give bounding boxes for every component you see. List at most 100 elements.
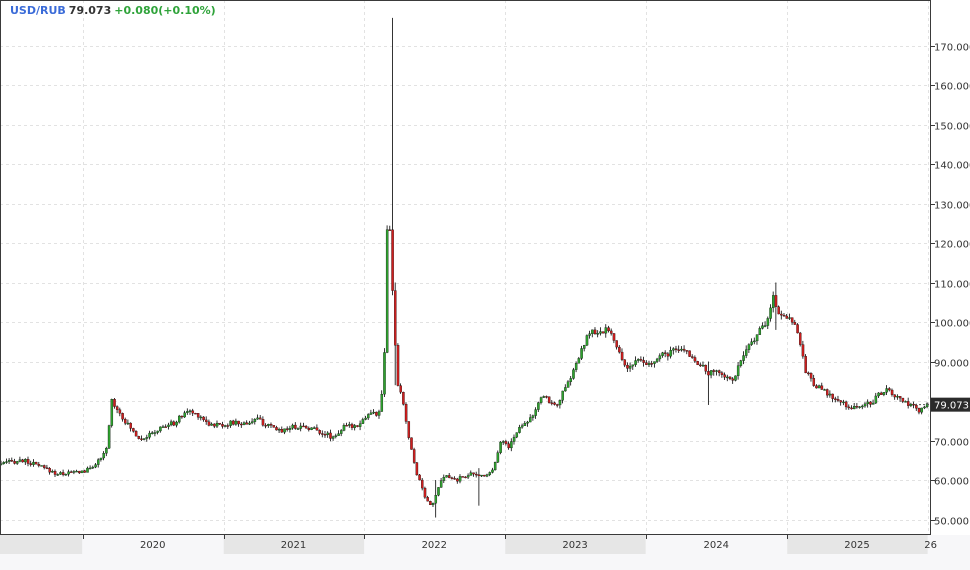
candle-body [599, 331, 602, 334]
candle [809, 372, 813, 382]
candle-body [5, 461, 8, 463]
candle-body [834, 398, 837, 400]
candle-body [507, 443, 510, 449]
candle [124, 417, 127, 426]
candle-body [215, 422, 219, 427]
candle-body [596, 333, 600, 335]
candle [340, 429, 343, 437]
candle [823, 388, 826, 391]
candle-body [205, 419, 208, 422]
candle [385, 225, 389, 354]
candle [888, 387, 891, 392]
candle [126, 419, 130, 425]
candle-body [334, 435, 338, 437]
candle-body [747, 344, 751, 350]
candle-body [261, 419, 265, 426]
candle-body [736, 365, 740, 377]
candle [777, 305, 780, 315]
candle-body [493, 462, 497, 471]
candle-body [718, 370, 721, 373]
candle-body [313, 427, 316, 429]
candle-body [709, 370, 713, 376]
candle-body [161, 426, 165, 428]
candle [607, 325, 610, 333]
candle-body [745, 349, 748, 356]
candle [159, 426, 162, 433]
candle-body [863, 403, 867, 407]
candle-body [615, 340, 618, 348]
candle [658, 353, 662, 362]
candle [383, 348, 386, 397]
candle-body [674, 348, 678, 350]
candle [426, 495, 429, 502]
candle-body [871, 402, 875, 405]
candle-body [688, 350, 691, 357]
candle [542, 395, 546, 398]
candle-body [364, 417, 367, 420]
candle-body [890, 389, 894, 395]
candle [261, 416, 265, 427]
candle-body [64, 474, 68, 476]
candle [601, 331, 605, 334]
y-tick-label: 130.000 [934, 201, 970, 212]
candle [739, 359, 743, 368]
candle [599, 327, 602, 336]
candle [45, 464, 49, 470]
candle-body [375, 411, 378, 416]
candle [269, 422, 273, 428]
candle-body [259, 417, 262, 420]
candle-body [172, 421, 176, 426]
candle [704, 364, 708, 375]
candle-body [86, 467, 89, 473]
candle-body [83, 470, 87, 473]
candle [734, 375, 737, 382]
year-bands [0, 535, 928, 554]
y-tick-label: 50.000 [934, 517, 969, 528]
candle [696, 360, 699, 366]
candle-body [650, 363, 654, 365]
candle-body [232, 420, 235, 425]
candle-body [53, 471, 57, 475]
candle-body [383, 352, 386, 395]
candle [707, 361, 710, 405]
candle-body [121, 413, 124, 420]
candle-body [801, 344, 805, 357]
candle [439, 477, 443, 488]
candle [151, 431, 154, 435]
candle [326, 431, 330, 438]
candle-body [477, 474, 481, 477]
candle [202, 416, 205, 422]
candle-body [691, 356, 694, 358]
candle [461, 476, 465, 478]
candle [580, 345, 583, 361]
candle-body [2, 461, 6, 464]
symbol-name[interactable]: USD/RUB [10, 4, 66, 17]
year-band [0, 535, 83, 554]
candle [196, 412, 200, 420]
candle-body [118, 409, 122, 414]
candle [610, 328, 613, 336]
candle [761, 322, 764, 330]
candle-body [550, 402, 554, 404]
grid-lines [0, 0, 930, 534]
candle-body [499, 441, 502, 453]
candle [199, 415, 203, 421]
candle [885, 385, 888, 396]
candle [820, 382, 824, 390]
candle-body [618, 346, 621, 353]
candle-body [404, 404, 408, 422]
candle [634, 356, 637, 367]
candle-body [604, 327, 608, 334]
candle [178, 414, 181, 424]
candle [299, 422, 303, 432]
x-axis-label: 2024 [704, 540, 729, 551]
candle [593, 327, 597, 335]
candle [588, 330, 591, 339]
candle [121, 412, 124, 422]
candle-body [464, 476, 467, 479]
candle [834, 396, 837, 403]
candle-body [655, 358, 659, 362]
candle-body [639, 359, 643, 361]
candle [882, 392, 886, 397]
